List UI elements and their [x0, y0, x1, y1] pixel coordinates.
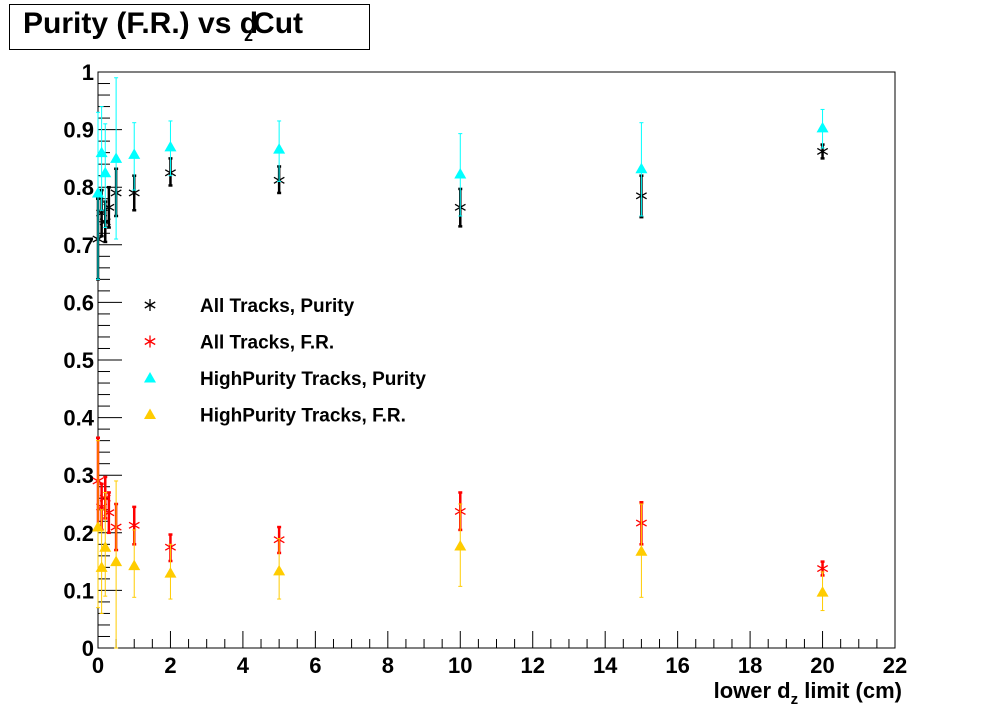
legend: All Tracks, Purity All Tracks, F.R. HighPu… — [144, 296, 426, 427]
x-tick-label: 4 — [237, 653, 250, 678]
legend-label: All Tracks, F.R. — [200, 333, 334, 354]
data-point — [110, 555, 123, 567]
y-tick-label: 0.9 — [63, 118, 94, 143]
title-text-end: Cut — [253, 7, 304, 40]
data-point — [92, 186, 104, 198]
data-point — [635, 545, 648, 556]
x-tick-label: 2 — [164, 653, 176, 678]
data-point — [99, 541, 112, 552]
data-point — [635, 162, 648, 174]
y-tick-label: 0.1 — [63, 578, 94, 603]
x-axis-label: lower dz limit (cm) — [714, 678, 902, 708]
y-tick-label: 0.2 — [63, 521, 94, 546]
data-point — [273, 564, 286, 576]
x-tick-label: 8 — [382, 653, 394, 678]
legend-marker — [144, 372, 156, 383]
data-point — [110, 152, 123, 163]
y-tick-label: 0.6 — [63, 290, 94, 315]
x-tick-label: 0 — [92, 653, 104, 678]
data-point — [95, 561, 108, 572]
y-tick-label: 0.7 — [63, 233, 94, 258]
legend-label: HighPurity Tracks, Purity — [200, 369, 426, 390]
legend-marker — [144, 299, 156, 311]
legend-marker — [144, 408, 156, 419]
data-point — [95, 146, 108, 158]
legend-label: All Tracks, Purity — [200, 296, 355, 317]
data-point — [816, 121, 829, 133]
y-tick-label: 0.5 — [63, 348, 94, 373]
data-point — [128, 559, 141, 571]
y-tick-label: 0.4 — [63, 406, 94, 431]
legend-label: HighPurity Tracks, F.R. — [200, 406, 406, 427]
data-point — [92, 521, 104, 532]
data-point — [273, 143, 286, 154]
data-point — [454, 167, 467, 179]
x-axis-label-subscript: z — [790, 691, 799, 708]
x-tick-label: 16 — [665, 653, 689, 678]
legend-marker — [144, 335, 156, 348]
series-3 — [92, 440, 829, 649]
data-marks — [92, 77, 829, 649]
data-point — [454, 540, 467, 551]
series-2 — [92, 77, 829, 280]
y-tick-label: 0 — [82, 636, 94, 661]
title-text: Purity (F.R.) vs d — [23, 7, 259, 40]
x-tick-label: 18 — [738, 653, 762, 678]
data-point — [128, 148, 141, 159]
title-subscript: z — [244, 25, 254, 45]
y-tick-label: 0.8 — [63, 175, 94, 200]
data-point — [99, 166, 112, 178]
chart-title: Purity (F.R.) vs dzCut — [9, 4, 370, 50]
x-tick-label: 22 — [883, 653, 907, 678]
axes: 0 2 4 6 8 10 12 14 16 18 20 22 0 0.1 0.2 0.3 0.4 0.5 0.6 0.… — [63, 60, 907, 678]
y-tick-label: 1 — [82, 60, 94, 85]
x-tick-label: 14 — [593, 653, 618, 678]
x-tick-label: 20 — [810, 653, 834, 678]
data-point — [128, 519, 140, 532]
plot-frame — [97, 71, 896, 649]
x-axis-label-text: lower d — [713, 678, 791, 703]
x-tick-label: 6 — [309, 653, 321, 678]
y-tick-label: 0.3 — [63, 463, 94, 488]
data-point — [164, 140, 177, 152]
data-point — [816, 586, 829, 597]
x-tick-label: 12 — [520, 653, 544, 678]
x-axis-label-end: limit (cm) — [798, 678, 902, 703]
x-tick-label: 10 — [448, 653, 472, 678]
data-point — [164, 567, 177, 578]
